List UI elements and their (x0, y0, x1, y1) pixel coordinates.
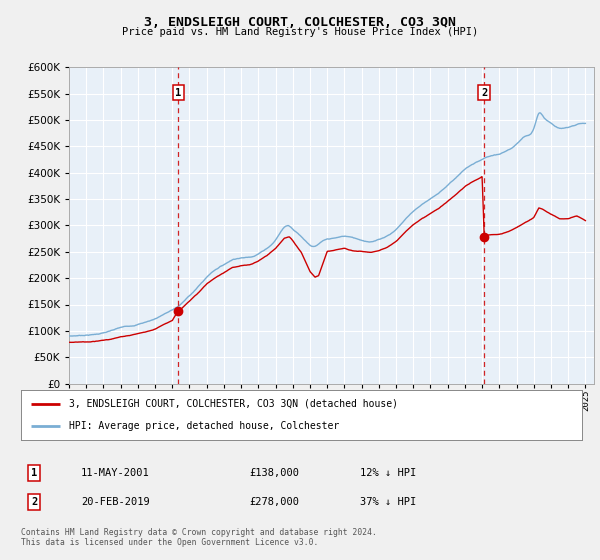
Text: £138,000: £138,000 (249, 468, 299, 478)
Text: 12% ↓ HPI: 12% ↓ HPI (360, 468, 416, 478)
Text: 20-FEB-2019: 20-FEB-2019 (81, 497, 150, 507)
Text: 11-MAY-2001: 11-MAY-2001 (81, 468, 150, 478)
Text: Contains HM Land Registry data © Crown copyright and database right 2024.
This d: Contains HM Land Registry data © Crown c… (21, 528, 377, 547)
Text: 1: 1 (31, 468, 37, 478)
Text: 1: 1 (175, 87, 182, 97)
Text: HPI: Average price, detached house, Colchester: HPI: Average price, detached house, Colc… (68, 421, 339, 431)
Text: 37% ↓ HPI: 37% ↓ HPI (360, 497, 416, 507)
Text: 2: 2 (481, 87, 487, 97)
Text: 2: 2 (31, 497, 37, 507)
Text: 3, ENDSLEIGH COURT, COLCHESTER, CO3 3QN (detached house): 3, ENDSLEIGH COURT, COLCHESTER, CO3 3QN … (68, 399, 398, 409)
Text: Price paid vs. HM Land Registry's House Price Index (HPI): Price paid vs. HM Land Registry's House … (122, 27, 478, 37)
Text: 3, ENDSLEIGH COURT, COLCHESTER, CO3 3QN: 3, ENDSLEIGH COURT, COLCHESTER, CO3 3QN (144, 16, 456, 29)
Text: £278,000: £278,000 (249, 497, 299, 507)
